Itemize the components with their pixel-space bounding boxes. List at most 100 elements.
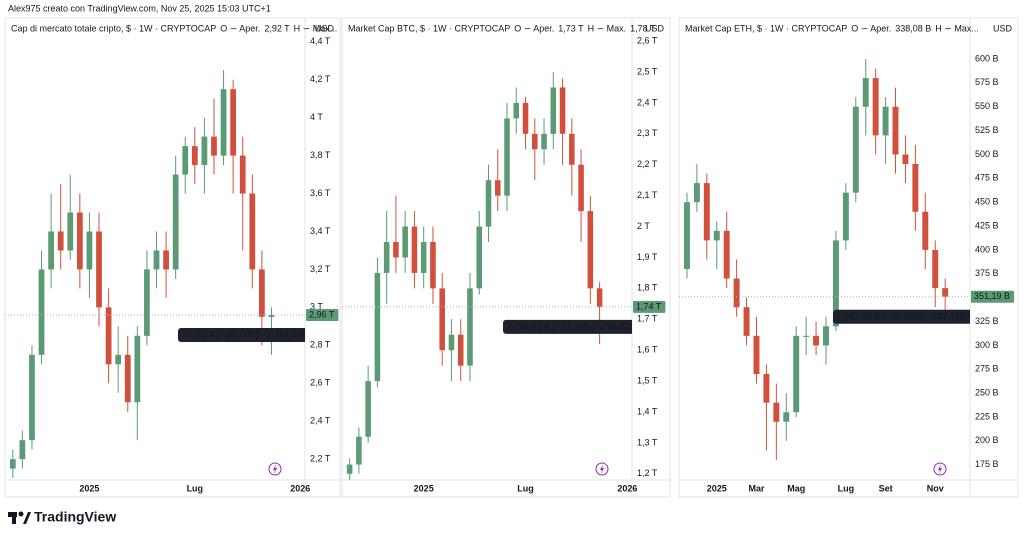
candle-body bbox=[124, 354, 131, 403]
candle-body bbox=[485, 180, 492, 227]
candle-body bbox=[448, 334, 455, 351]
footer-logo: TradingView bbox=[34, 509, 116, 525]
y-tick-label: 550 B bbox=[975, 101, 999, 111]
y-tick-label: 3,4 T bbox=[310, 226, 331, 236]
price-label-bg bbox=[306, 308, 339, 321]
candle-body bbox=[374, 272, 381, 382]
y-tick-label: 400 B bbox=[975, 244, 999, 254]
alert-icon bbox=[595, 462, 609, 476]
y-tick-label: 2,2 T bbox=[637, 159, 658, 169]
candle-body bbox=[67, 212, 74, 251]
y-tick-label: 575 B bbox=[975, 77, 999, 87]
candle-body bbox=[153, 250, 160, 270]
x-tick-label: Mag bbox=[787, 483, 805, 493]
candle-body bbox=[105, 307, 112, 365]
alert-icon-bolt bbox=[600, 464, 604, 474]
y-tick-label: 3,2 T bbox=[310, 264, 331, 274]
x-tick-label: Mar bbox=[748, 483, 765, 493]
candle-body bbox=[476, 226, 483, 289]
candle-body bbox=[559, 87, 566, 134]
candle-body bbox=[783, 412, 790, 422]
measure-label: −247,22 B (−41,34%) −247.218,95 bbox=[839, 311, 977, 321]
price-label-bg bbox=[971, 290, 1015, 303]
candle-body bbox=[393, 242, 399, 258]
candle-body bbox=[19, 440, 26, 460]
y-tick-label: 250 B bbox=[975, 388, 999, 398]
high-label: H ∽ Max. bbox=[588, 23, 627, 33]
candle-body bbox=[541, 133, 547, 150]
candle-body bbox=[703, 183, 710, 241]
candle-body bbox=[259, 269, 265, 317]
x-tick-label: 2026 bbox=[617, 483, 637, 493]
candle-body bbox=[346, 464, 353, 474]
y-tick-label: 3,8 T bbox=[310, 150, 331, 160]
candle-body bbox=[862, 78, 869, 107]
candle-body bbox=[882, 106, 889, 136]
candle-body bbox=[365, 381, 371, 437]
plot: −1,31 T (−30,77%) −1.314.346... bbox=[9, 70, 305, 479]
candle-body bbox=[763, 374, 770, 403]
candle-body bbox=[596, 288, 603, 307]
candle-body bbox=[57, 231, 64, 251]
candle-body bbox=[743, 307, 750, 336]
plot: −247,22 B (−41,34%) −247.218,95 bbox=[683, 59, 977, 460]
x-tick-label: Nov bbox=[927, 483, 944, 493]
candle-body bbox=[532, 133, 538, 150]
candle-body bbox=[892, 106, 899, 155]
y-tick-label: 2,5 T bbox=[637, 66, 658, 76]
candle-body bbox=[411, 226, 418, 273]
price-label: 2,96 T bbox=[309, 309, 335, 319]
y-tick-label: 300 B bbox=[975, 340, 999, 350]
x-tick-label: Set bbox=[879, 483, 893, 493]
x-tick-label: Lug bbox=[838, 483, 855, 493]
candle-body bbox=[522, 102, 529, 134]
candle-body bbox=[38, 269, 45, 355]
y-tick-label: 2,4 T bbox=[637, 97, 658, 107]
price-label: 1,74 T bbox=[636, 301, 662, 311]
candle-body bbox=[852, 106, 859, 193]
candle-body bbox=[813, 335, 820, 346]
y-tick-label: 1,8 T bbox=[637, 283, 658, 293]
candle-body bbox=[182, 146, 189, 175]
candle-body bbox=[713, 230, 720, 241]
chart-title: Market Cap BTC, $ · 1W · CRYPTOCAP bbox=[348, 23, 510, 33]
candle-body bbox=[163, 250, 169, 270]
candle-body bbox=[172, 174, 179, 270]
axis-unit: USD bbox=[645, 23, 665, 33]
logo bbox=[8, 511, 31, 524]
candle-body bbox=[29, 354, 35, 441]
y-tick-label: 4,2 T bbox=[310, 74, 331, 84]
y-tick-label: 1,9 T bbox=[637, 252, 658, 262]
price-label: 351,19 B bbox=[974, 291, 1010, 301]
high-value: 1,78 T bbox=[630, 23, 656, 33]
high-label: H ∽ Max... bbox=[935, 23, 979, 33]
candle-body bbox=[144, 269, 150, 336]
candle-body bbox=[832, 240, 839, 327]
candle-body bbox=[550, 87, 557, 134]
candle-body bbox=[86, 231, 93, 270]
x-tick-label: Lug bbox=[187, 483, 204, 493]
plot: −783,83 B (−31,16%) −783.829... bbox=[346, 72, 632, 480]
axis-unit: USD bbox=[315, 23, 335, 33]
candle-body bbox=[753, 335, 760, 375]
x-tick-label: 2025 bbox=[79, 483, 99, 493]
y-tick-label: 3 T bbox=[310, 302, 323, 312]
open-value: 2,92 T bbox=[264, 23, 290, 33]
y-tick-label: 200 B bbox=[975, 435, 999, 445]
y-tick-label: 425 B bbox=[975, 220, 999, 230]
candle-body bbox=[383, 242, 390, 273]
y-tick-label: 2,6 T bbox=[637, 35, 658, 45]
candle-body bbox=[249, 193, 256, 270]
y-tick-label: 1,4 T bbox=[637, 406, 658, 416]
candle-body bbox=[268, 314, 275, 317]
x-tick-label: Lug bbox=[517, 483, 534, 493]
y-tick-label: 325 B bbox=[975, 316, 999, 326]
y-tick-label: 4 T bbox=[310, 112, 323, 122]
alert-icon bbox=[268, 462, 282, 476]
candle-body bbox=[683, 202, 690, 270]
alert-icon-bolt bbox=[938, 464, 942, 474]
y-tick-label: 3,6 T bbox=[310, 188, 331, 198]
y-tick-label: 2,8 T bbox=[310, 340, 331, 350]
